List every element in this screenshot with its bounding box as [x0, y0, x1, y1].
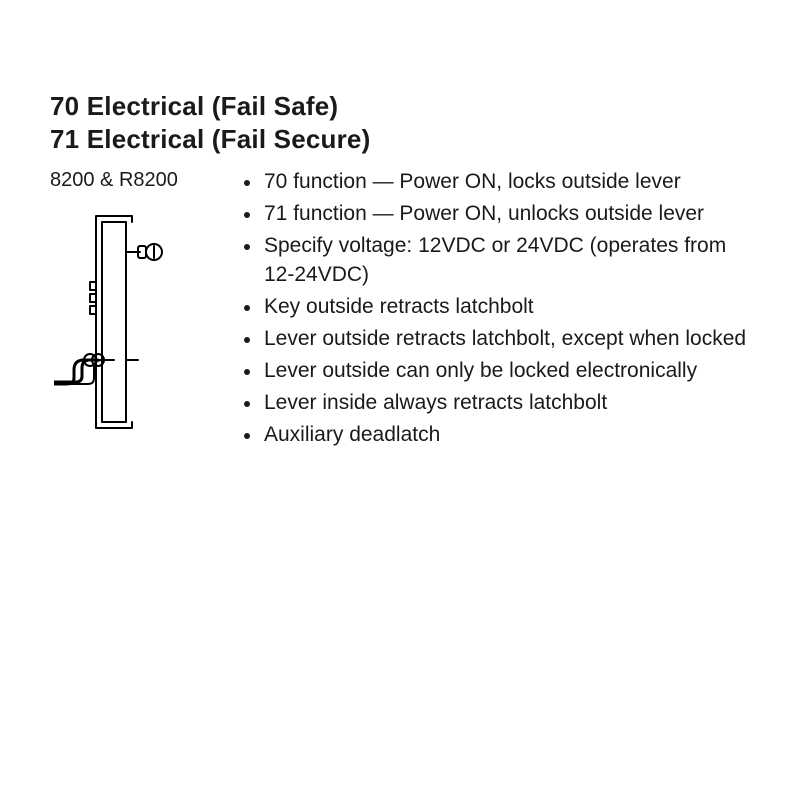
list-item: Key outside retracts latchbolt: [262, 292, 760, 322]
right-column: 70 function — Power ON, locks outside le…: [240, 167, 760, 451]
list-item: Lever inside always retracts latchbolt: [262, 388, 760, 418]
title-line-2: 71 Electrical (Fail Secure): [50, 123, 760, 156]
list-item: Lever outside can only be locked electro…: [262, 356, 760, 386]
content-row: 8200 & R8200: [50, 167, 760, 451]
lock-diagram-svg: [54, 210, 194, 440]
list-item: Specify voltage: 12VDC or 24VDC (operate…: [262, 231, 760, 291]
list-item: Lever outside retracts latchbolt, except…: [262, 324, 760, 354]
title-block: 70 Electrical (Fail Safe) 71 Electrical …: [50, 90, 760, 155]
page: 70 Electrical (Fail Safe) 71 Electrical …: [0, 0, 800, 800]
list-item: Auxiliary deadlatch: [262, 420, 760, 450]
list-item: 70 function — Power ON, locks outside le…: [262, 167, 760, 197]
feature-list: 70 function — Power ON, locks outside le…: [240, 167, 760, 449]
model-label: 8200 & R8200: [50, 169, 240, 192]
lock-diagram: [54, 210, 240, 445]
list-item: 71 function — Power ON, unlocks outside …: [262, 199, 760, 229]
left-column: 8200 & R8200: [50, 167, 240, 445]
title-line-1: 70 Electrical (Fail Safe): [50, 90, 760, 123]
